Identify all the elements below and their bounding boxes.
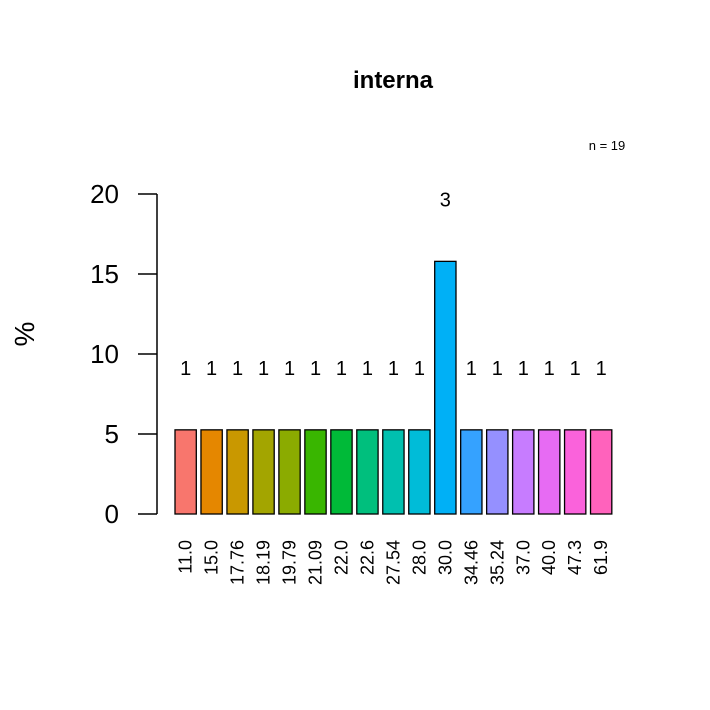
bar (589, 429, 613, 515)
bar-count-label: 1 (388, 358, 399, 380)
x-tick-label: 35.24 (487, 540, 507, 585)
x-tick-label: 28.0 (409, 540, 429, 575)
bar (356, 429, 379, 515)
bar (537, 429, 561, 515)
x-tick-label: 30.0 (435, 540, 455, 575)
y-tick-label: 20 (90, 179, 119, 209)
bar (330, 429, 353, 515)
bar (511, 429, 535, 515)
y-tick-label: 15 (90, 259, 119, 289)
y-tick-label: 10 (90, 339, 119, 369)
chart-title: interna (353, 67, 434, 94)
x-tick-label: 40.0 (539, 540, 559, 575)
x-tick-label: 18.19 (254, 540, 274, 585)
bar-count-label: 1 (180, 358, 191, 380)
bar (408, 429, 431, 515)
x-tick-labels-group: 11.0 15.0 17.76 18.19 19.79 21.09 22.0 22.6 27.5… (176, 540, 612, 585)
bar-count-label: 1 (206, 358, 217, 380)
x-tick-label: 37.0 (513, 540, 533, 575)
bar (304, 429, 327, 515)
bars-group (174, 260, 613, 515)
bar-count-label: 1 (518, 358, 529, 380)
bar-count-label: 1 (310, 358, 321, 380)
x-tick-label: 22.0 (331, 540, 351, 575)
bar (226, 429, 249, 515)
bar-count-label: 1 (414, 358, 425, 380)
bar-count-label: 1 (232, 358, 243, 380)
bar-count-label: 1 (596, 358, 607, 380)
sample-size-note: n = 19 (589, 138, 626, 153)
bar-count-label: 1 (284, 358, 295, 380)
bar (174, 429, 197, 515)
bar-count-label: 1 (258, 358, 269, 380)
bar-count-label: 1 (492, 358, 503, 380)
bar (460, 429, 483, 515)
x-tick-label: 11.0 (176, 540, 196, 574)
bar-count-label: 1 (466, 358, 477, 380)
bar (563, 429, 587, 515)
x-tick-label: 47.3 (565, 540, 585, 575)
x-tick-label: 61.9 (591, 540, 611, 575)
bar (382, 429, 405, 515)
y-axis-label: % (9, 322, 40, 347)
x-tick-label: 22.6 (357, 540, 377, 575)
bar-count-label: 3 (440, 189, 451, 211)
count-labels-group: 1 1 1 1 1 1 1 1 1 131 1 1 1 1 1 (180, 189, 607, 379)
y-tick-label: 0 (105, 499, 119, 529)
bar-count-label: 1 (544, 358, 555, 380)
y-tick-label: 5 (105, 419, 119, 449)
bar-count-label: 1 (336, 358, 347, 380)
x-tick-label: 17.76 (228, 540, 248, 585)
bar (485, 429, 509, 515)
x-tick-label: 15.0 (202, 540, 222, 575)
y-axis: 0 5 10 15 20 (90, 179, 158, 529)
bar (252, 429, 275, 515)
bar-count-label: 1 (362, 358, 373, 380)
x-tick-label: 34.46 (461, 540, 481, 585)
x-tick-label: 21.09 (306, 540, 326, 585)
x-tick-label: 27.54 (383, 540, 403, 585)
bar (278, 429, 301, 515)
bar-count-label: 1 (570, 358, 581, 380)
bar (200, 429, 223, 515)
bar (434, 260, 457, 515)
x-tick-label: 19.79 (280, 540, 300, 585)
